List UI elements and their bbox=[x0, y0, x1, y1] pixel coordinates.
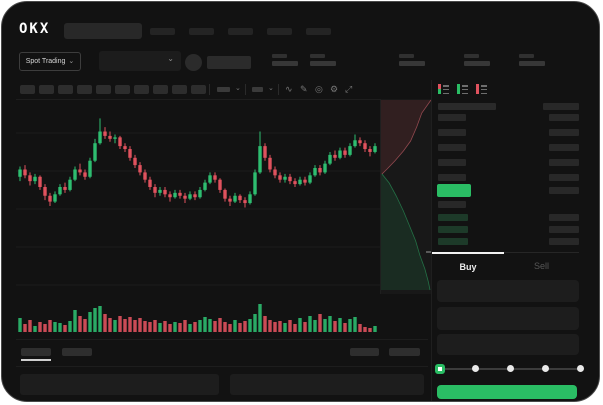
bid-row-price bbox=[438, 214, 468, 221]
tab-sell[interactable]: Sell bbox=[504, 253, 579, 279]
bid-row-amount bbox=[549, 238, 579, 245]
bid-row-amount bbox=[549, 214, 579, 221]
nav-item[interactable] bbox=[267, 28, 292, 35]
ask-row-price bbox=[438, 159, 466, 166]
timeframe-button[interactable] bbox=[115, 85, 130, 94]
ticker-stat bbox=[310, 54, 340, 70]
pair-dropdown[interactable]: ⌄ bbox=[99, 51, 181, 71]
panel-divider bbox=[431, 80, 432, 401]
book-bids-view-icon[interactable] bbox=[457, 84, 469, 95]
ticker-stat bbox=[272, 54, 302, 70]
settings-icon[interactable]: ⚙ bbox=[330, 84, 339, 94]
ask-row-amount bbox=[549, 144, 579, 151]
price-marker bbox=[426, 251, 432, 253]
slider-stop-1[interactable] bbox=[471, 365, 479, 372]
price-input[interactable] bbox=[437, 280, 579, 302]
book-combined-view-icon[interactable] bbox=[438, 84, 450, 95]
slider-stop-0[interactable] bbox=[435, 364, 445, 374]
last-price-highlight bbox=[437, 184, 471, 197]
chevron-down-icon[interactable]: ⌄ bbox=[235, 85, 241, 92]
nav-item[interactable] bbox=[306, 28, 331, 35]
timeframe-buttons bbox=[20, 85, 206, 94]
ask-row-price bbox=[438, 129, 466, 136]
chevron-down-icon: ⌄ bbox=[68, 58, 75, 65]
bid-row-price bbox=[438, 201, 466, 208]
main-nav bbox=[150, 28, 331, 35]
book-header-price bbox=[438, 103, 496, 110]
ask-row-amount bbox=[549, 174, 579, 181]
timeframe-button[interactable] bbox=[77, 85, 92, 94]
ticker-stat bbox=[399, 54, 429, 70]
buy-submit-button[interactable] bbox=[437, 385, 577, 399]
draw-icon[interactable]: ✎ bbox=[300, 84, 308, 94]
active-tab-underline bbox=[21, 359, 51, 361]
fullscreen-icon[interactable]: ⤢ bbox=[345, 84, 353, 94]
coin-icon bbox=[185, 54, 202, 71]
nav-item[interactable] bbox=[150, 28, 175, 35]
ticker-stat bbox=[464, 54, 494, 70]
tab-sell-label: Sell bbox=[533, 261, 549, 271]
bid-row-amount bbox=[549, 226, 579, 233]
timeframe-button[interactable] bbox=[96, 85, 111, 94]
bottom-action[interactable] bbox=[389, 348, 420, 356]
chart-style-selector[interactable] bbox=[252, 87, 263, 92]
book-asks-view-icon[interactable] bbox=[476, 84, 488, 95]
last-price-amount bbox=[549, 187, 579, 194]
ask-row-price bbox=[438, 174, 466, 181]
divider bbox=[16, 339, 428, 340]
timeframe-button[interactable] bbox=[153, 85, 168, 94]
chevron-down-icon: ⌄ bbox=[167, 54, 174, 63]
wave-icon[interactable]: ∿ bbox=[285, 84, 293, 94]
ask-row-amount bbox=[549, 114, 579, 121]
indicator-selector[interactable] bbox=[217, 87, 230, 92]
slider-stop-2[interactable] bbox=[506, 365, 514, 372]
ask-row-amount bbox=[549, 129, 579, 136]
search-input[interactable] bbox=[64, 23, 142, 39]
tab-buy-label: Buy bbox=[459, 262, 477, 272]
order-panel: Buy Sell bbox=[432, 80, 599, 401]
divider bbox=[16, 366, 428, 367]
bid-row-price bbox=[438, 226, 468, 233]
bid-row-price bbox=[438, 238, 468, 245]
nav-item[interactable] bbox=[228, 28, 253, 35]
slider-stop-3[interactable] bbox=[541, 365, 549, 372]
okx-logo: OKX bbox=[19, 21, 51, 37]
ask-row-price bbox=[438, 114, 466, 121]
chart-toolbar: ⌄ ⌄ ∿ ✎ ◎ ⚙ ⤢ bbox=[16, 81, 428, 100]
orderbook-view-switcher bbox=[438, 84, 488, 95]
pair-name-skeleton bbox=[207, 56, 251, 69]
candlestick-chart[interactable] bbox=[16, 99, 380, 342]
slider-stop-4[interactable] bbox=[576, 365, 584, 372]
depth-chart[interactable] bbox=[380, 99, 432, 294]
total-input[interactable] bbox=[437, 334, 579, 355]
timeframe-button[interactable] bbox=[20, 85, 35, 94]
nav-item[interactable] bbox=[189, 28, 214, 35]
ask-row-price bbox=[438, 144, 466, 151]
book-header-amount bbox=[543, 103, 579, 110]
tab-buy[interactable]: Buy bbox=[432, 252, 504, 280]
bottom-tab-active[interactable] bbox=[21, 348, 51, 356]
bottom-panel-skeleton bbox=[230, 374, 424, 395]
timeframe-button[interactable] bbox=[172, 85, 187, 94]
ask-row-amount bbox=[549, 159, 579, 166]
timeframe-button[interactable] bbox=[134, 85, 149, 94]
bottom-panel-skeleton bbox=[20, 374, 219, 395]
bottom-action[interactable] bbox=[350, 348, 379, 356]
chevron-down-icon[interactable]: ⌄ bbox=[268, 85, 274, 92]
bottom-tab[interactable] bbox=[62, 348, 92, 356]
market-type-selector[interactable]: Spot Trading ⌄ bbox=[19, 52, 81, 71]
market-type-label: Spot Trading bbox=[25, 58, 66, 65]
ticker-stat bbox=[519, 54, 549, 70]
amount-input[interactable] bbox=[437, 307, 579, 330]
trade-tabs: Buy Sell bbox=[432, 252, 579, 279]
timeframe-button[interactable] bbox=[58, 85, 73, 94]
timeframe-button[interactable] bbox=[191, 85, 206, 94]
timeframe-button[interactable] bbox=[39, 85, 54, 94]
camera-icon[interactable]: ◎ bbox=[315, 84, 323, 94]
